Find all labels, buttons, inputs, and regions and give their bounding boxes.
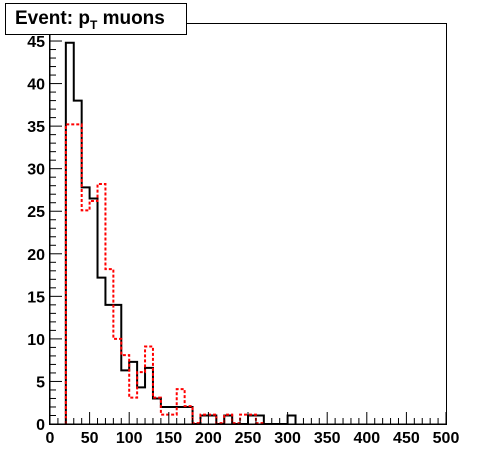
- chart-title-subscript: T: [89, 18, 98, 32]
- x-tick-label: 150: [155, 430, 182, 447]
- y-tick-label: 40: [27, 77, 45, 94]
- y-tick-label: 0: [36, 417, 45, 434]
- x-tick-label: 0: [46, 430, 55, 447]
- x-tick-label: 200: [195, 430, 222, 447]
- x-tick-label: 300: [274, 430, 301, 447]
- x-tick-label: 250: [235, 430, 262, 447]
- x-tick-label: 100: [116, 430, 143, 447]
- x-tick-label: 500: [433, 430, 460, 447]
- chart-title-suffix: muons: [97, 8, 165, 29]
- y-tick-label: 10: [27, 332, 45, 349]
- plot-frame: [49, 23, 447, 425]
- chart-title-box: Event: pT muons: [5, 3, 187, 35]
- y-tick-label: 15: [27, 289, 45, 306]
- histogram-series-1: [64, 41, 297, 425]
- x-tick-label: 350: [314, 430, 341, 447]
- axis-layer: 0 50 100 150 200 250 300 350 400 450 500 0 5 10 15 20 25…: [27, 23, 460, 447]
- y-tick-label: 45: [27, 34, 45, 51]
- series-layer: [64, 41, 297, 425]
- y-tick-label: 25: [27, 204, 45, 221]
- x-tick-label: 50: [81, 430, 99, 447]
- y-tick-label: 35: [27, 119, 45, 136]
- histogram-series-2: [64, 123, 265, 425]
- y-tick-label: 30: [27, 162, 45, 179]
- y-tick-label: 20: [27, 247, 45, 264]
- y-tick-label: 5: [36, 374, 45, 391]
- chart-title-prefix: Event: p: [15, 8, 90, 29]
- x-tick-label: 400: [353, 430, 380, 447]
- chart-title: Event: pT muons: [15, 8, 165, 32]
- x-tick-label: 450: [393, 430, 420, 447]
